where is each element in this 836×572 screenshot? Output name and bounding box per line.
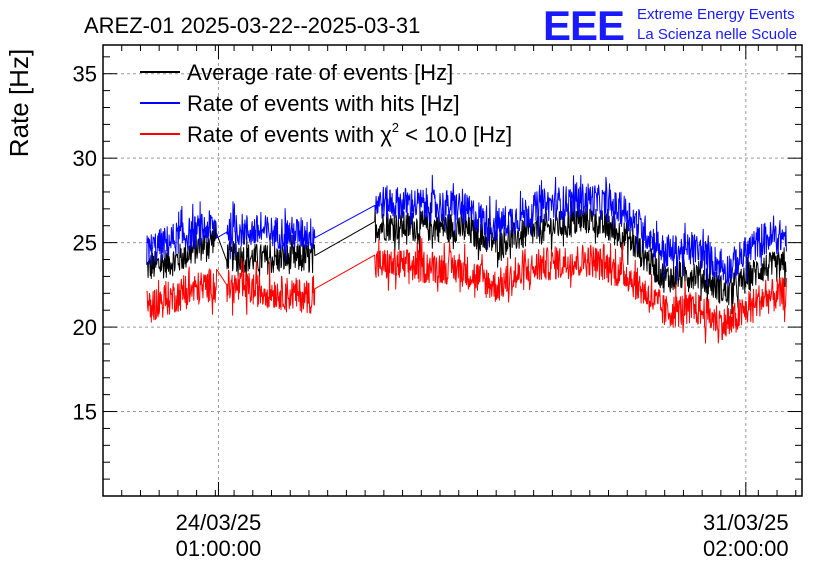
legend: Average rate of events [Hz] Rate of even… (140, 60, 512, 147)
x-tick-label-time: 01:00:00 (176, 536, 262, 561)
series-line-average (146, 197, 787, 315)
y-tick-label: 25 (73, 231, 97, 256)
eee-logo: EEE (543, 2, 624, 49)
y-tick-label: 35 (73, 62, 97, 87)
series-line-hits (146, 174, 787, 287)
series-layer (146, 174, 787, 344)
x-tick-label-time: 02:00:00 (703, 536, 789, 561)
series-line-chi2 (146, 236, 787, 344)
y-tick-label: 20 (73, 315, 97, 340)
legend-label-hits: Rate of events with hits [Hz] (187, 91, 460, 116)
logo-line-1: Extreme Energy Events (637, 6, 795, 23)
plot-frame (102, 44, 803, 497)
legend-label-chi2: Rate of events with χ2 < 10.0 [Hz] (187, 120, 512, 147)
x-tick-label-date: 31/03/25 (703, 510, 789, 535)
x-tick-label-date: 24/03/25 (176, 510, 262, 535)
logo-line-2: La Scienza nelle Scuole (637, 26, 797, 43)
chart-title: AREZ-01 2025-03-22--2025-03-31 (84, 13, 420, 38)
y-tick-label: 30 (73, 146, 97, 171)
y-axis-label: Rate [Hz] (4, 49, 34, 157)
legend-label-average: Average rate of events [Hz] (187, 60, 453, 85)
y-tick-label: 15 (73, 400, 97, 425)
